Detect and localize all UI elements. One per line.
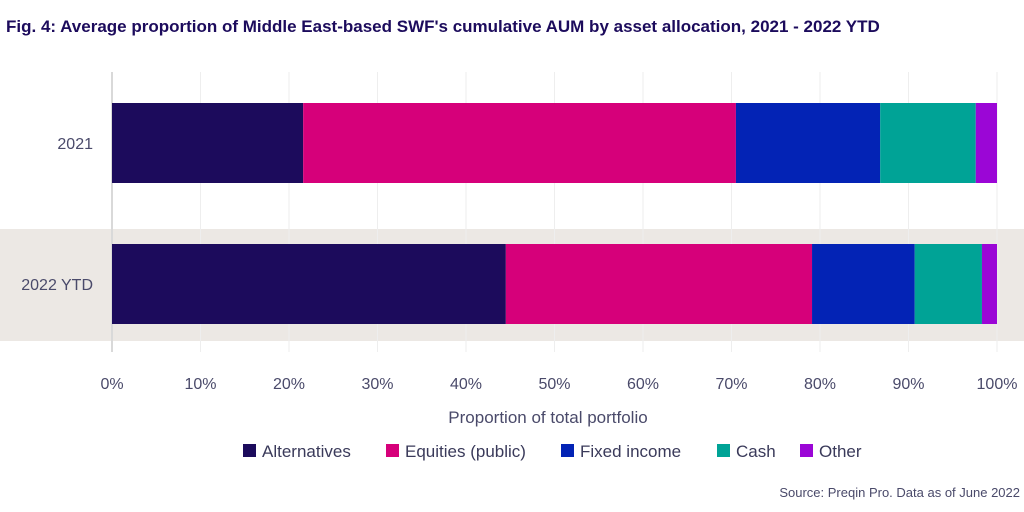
bar-segment-alternatives-0 — [112, 103, 304, 183]
legend-swatch — [717, 444, 730, 457]
bar-segment-alternatives-1 — [112, 244, 506, 324]
category-label: 2021 — [57, 136, 93, 153]
x-tick-label: 10% — [184, 376, 216, 393]
x-tick-label: 80% — [804, 376, 836, 393]
x-tick-label: 0% — [100, 376, 123, 393]
legend-label: Cash — [736, 442, 776, 461]
legend-label: Fixed income — [580, 442, 681, 461]
bar-segment-other-0 — [975, 103, 997, 183]
x-tick-label: 20% — [273, 376, 305, 393]
x-axis-label: Proportion of total portfolio — [448, 408, 647, 427]
bar-segment-equities-public-0 — [303, 103, 736, 183]
bar-segment-fixed-income-0 — [735, 103, 881, 183]
x-tick-label: 60% — [627, 376, 659, 393]
legend-label: Equities (public) — [405, 442, 526, 461]
legend-swatch — [561, 444, 574, 457]
legend-label: Other — [819, 442, 862, 461]
x-tick-label: 90% — [892, 376, 924, 393]
x-tick-label: 40% — [450, 376, 482, 393]
legend-swatch — [386, 444, 399, 457]
x-tick-label: 70% — [715, 376, 747, 393]
bar-segment-cash-1 — [914, 244, 982, 324]
bar-segment-equities-public-1 — [505, 244, 813, 324]
legend-swatch — [243, 444, 256, 457]
x-tick-label: 100% — [977, 376, 1018, 393]
x-tick-label: 50% — [538, 376, 570, 393]
source-note: Source: Preqin Pro. Data as of June 2022 — [779, 485, 1020, 500]
category-label: 2022 YTD — [21, 277, 93, 294]
chart-title: Fig. 4: Average proportion of Middle Eas… — [6, 17, 880, 36]
bar-segment-cash-0 — [880, 103, 976, 183]
legend-label: Alternatives — [262, 442, 351, 461]
bar-segment-fixed-income-1 — [812, 244, 915, 324]
bar-segment-other-1 — [981, 244, 997, 324]
x-tick-label: 30% — [361, 376, 393, 393]
legend-swatch — [800, 444, 813, 457]
